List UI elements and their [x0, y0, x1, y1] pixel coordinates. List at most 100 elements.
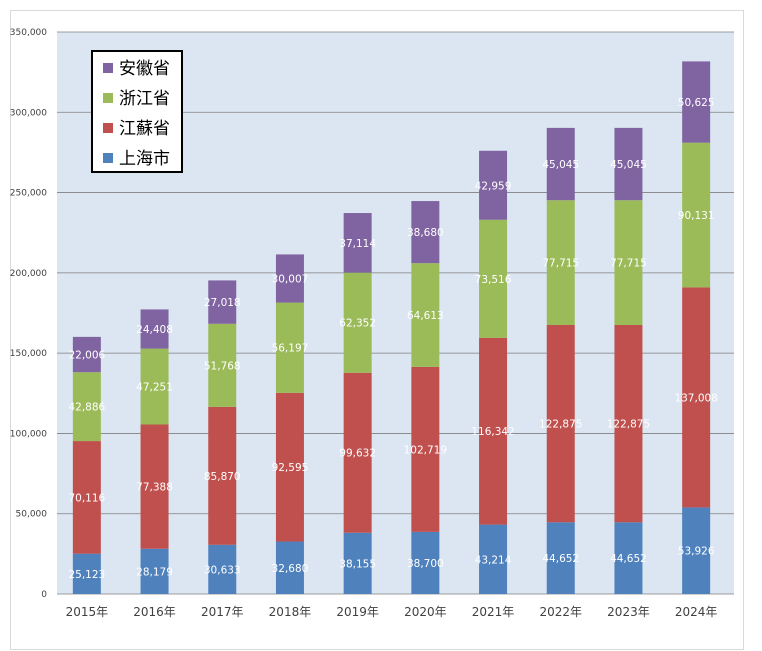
data-label: 38,680: [407, 227, 444, 239]
bar-segment: [682, 142, 711, 288]
x-tick-label: 2021年: [472, 605, 515, 619]
bar-segment: [411, 366, 440, 532]
data-label: 50,625: [678, 97, 715, 109]
bar-segment: [614, 522, 643, 594]
legend-swatch: [103, 123, 113, 133]
data-label: 30,633: [204, 564, 241, 576]
x-tick-label: 2022年: [539, 605, 582, 619]
x-tick-label: 2015年: [66, 605, 109, 619]
data-label: 116,342: [471, 426, 514, 438]
y-tick-label: 150,000: [10, 349, 47, 359]
bar-segment: [208, 280, 237, 324]
bar-segment: [343, 532, 372, 594]
bar-segment: [682, 287, 711, 508]
x-tick-label: 2023年: [607, 605, 650, 619]
data-label: 38,155: [339, 558, 376, 570]
bar-segment: [343, 272, 372, 373]
data-label: 22,006: [68, 350, 105, 362]
bar-segment: [72, 441, 101, 554]
data-label: 102,719: [404, 444, 447, 456]
y-tick-label: 350,000: [10, 28, 47, 38]
bar-segment: [343, 213, 372, 273]
data-label: 25,123: [68, 569, 105, 581]
bar-segment: [479, 150, 508, 220]
bar-segment: [614, 324, 643, 523]
data-label: 53,926: [678, 546, 715, 558]
legend-label: 上海市: [119, 149, 170, 169]
data-label: 30,007: [272, 274, 309, 286]
data-label: 38,700: [407, 558, 444, 570]
bar-segment: [614, 127, 643, 201]
bar-segment: [275, 254, 304, 303]
x-tick-label: 2020年: [404, 605, 447, 619]
bar-segment: [411, 263, 440, 367]
data-label: 27,018: [204, 297, 241, 309]
bars: 25,123 70,116 42,886 22,006 28,179 77,388 47,2…: [68, 61, 718, 594]
data-label: 44,652: [610, 553, 647, 565]
x-tick-label: 2019年: [336, 605, 379, 619]
bar-segment: [208, 544, 237, 594]
bar-segment: [140, 309, 169, 349]
data-label: 37,114: [339, 238, 376, 250]
x-axis: 2015年 2016年 2017年 2018年 2019年 2020年 2021年 2022年…: [66, 605, 718, 619]
x-tick-label: 2024年: [675, 605, 718, 619]
bar-segment: [546, 522, 575, 594]
data-label: 45,045: [610, 159, 647, 171]
bar-segment: [546, 200, 575, 325]
y-tick-label: 50,000: [16, 510, 48, 520]
bar-segment: [72, 372, 101, 442]
data-label: 92,595: [272, 462, 309, 474]
bar-segment: [275, 392, 304, 542]
data-label: 77,715: [610, 258, 647, 270]
y-axis: 0 50,000 100,000 150,000 200,000 250,000 300,0…: [10, 28, 47, 600]
bar-segment: [546, 324, 575, 523]
data-label: 90,131: [678, 210, 715, 222]
bar-segment: [140, 348, 169, 425]
data-label: 77,388: [136, 482, 173, 494]
data-label: 32,680: [272, 563, 309, 575]
data-label: 62,352: [339, 318, 376, 330]
data-label: 47,251: [136, 382, 173, 394]
data-label: 45,045: [542, 159, 579, 171]
bar-segment: [682, 61, 711, 143]
legend-label: 江蘇省: [119, 119, 170, 139]
x-tick-label: 2016年: [133, 605, 176, 619]
bar-segment: [343, 372, 372, 533]
data-label: 24,408: [136, 324, 173, 336]
bar-segment: [411, 201, 440, 264]
legend-swatch: [103, 93, 113, 103]
legend-label: 安徽省: [119, 59, 170, 79]
legend-swatch: [103, 153, 113, 163]
bar-segment: [140, 548, 169, 594]
data-label: 56,197: [272, 343, 309, 355]
data-label: 73,516: [475, 274, 512, 286]
data-label: 44,652: [542, 553, 579, 565]
y-tick-label: 100,000: [10, 429, 47, 439]
y-tick-label: 0: [41, 590, 47, 600]
bar-segment: [275, 302, 304, 393]
data-label: 64,613: [407, 310, 444, 322]
y-tick-label: 200,000: [10, 269, 47, 279]
bar-segment: [479, 524, 508, 594]
bar-segment: [72, 553, 101, 594]
data-label: 70,116: [68, 492, 105, 504]
data-label: 51,768: [204, 360, 241, 372]
data-label: 99,632: [339, 448, 376, 460]
data-label: 122,875: [607, 419, 650, 431]
data-label: 122,875: [539, 419, 582, 431]
x-tick-label: 2017年: [201, 605, 244, 619]
data-label: 85,870: [204, 471, 241, 483]
y-tick-label: 300,000: [10, 108, 47, 118]
bar-segment: [682, 507, 711, 594]
y-tick-label: 250,000: [10, 189, 47, 199]
bar-segment: [275, 541, 304, 594]
bar-segment: [72, 336, 101, 373]
data-label: 137,008: [674, 392, 717, 404]
data-label: 42,886: [68, 402, 105, 414]
data-label: 28,179: [136, 566, 173, 578]
x-tick-label: 2018年: [269, 605, 312, 619]
bar-segment: [208, 323, 237, 407]
data-label: 77,715: [542, 258, 579, 270]
